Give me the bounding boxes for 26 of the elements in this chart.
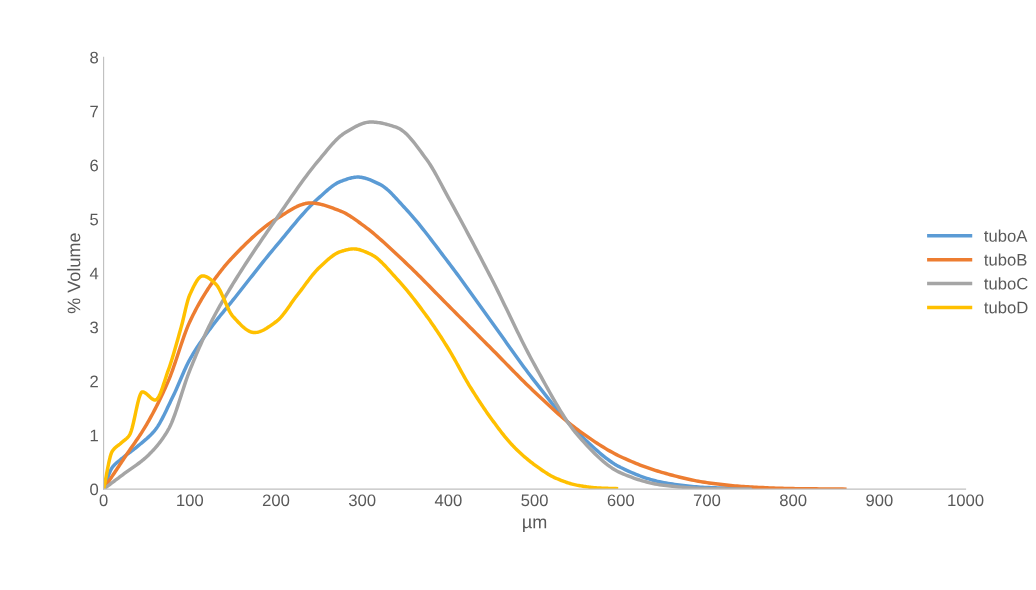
y-tick-label: 6 <box>90 159 99 172</box>
y-tick-label: 1 <box>90 429 98 442</box>
y-tick-label: 4 <box>89 267 99 280</box>
y-tick-label: 2 <box>90 375 98 388</box>
legend-label: tuboD <box>984 301 1028 314</box>
x-tick-label: 600 <box>607 494 635 507</box>
y-tick-label: 3 <box>90 321 99 334</box>
y-axis-title: % Volume <box>67 233 81 314</box>
x-tick-label: 800 <box>779 494 807 507</box>
x-tick-label: 200 <box>262 494 290 507</box>
y-tick-label: 0 <box>90 483 99 496</box>
x-tick-label: 100 <box>177 494 204 507</box>
x-tick-label: 500 <box>521 494 548 507</box>
y-tick-label: 8 <box>90 51 99 64</box>
y-tick-label: 7 <box>90 105 98 118</box>
legend-label: tuboB <box>984 253 1027 266</box>
x-tick-label: 1000 <box>948 494 984 507</box>
legend-label: tuboA <box>984 229 1028 242</box>
legend-label: tuboC <box>984 277 1028 290</box>
x-tick-label: 300 <box>348 494 376 507</box>
x-tick-label: 400 <box>434 494 462 507</box>
x-tick-label: 0 <box>99 494 108 507</box>
x-axis-title: µm <box>523 518 547 532</box>
x-tick-label: 900 <box>866 494 893 507</box>
x-tick-label: 700 <box>693 494 721 507</box>
y-tick-label: 5 <box>90 213 99 226</box>
